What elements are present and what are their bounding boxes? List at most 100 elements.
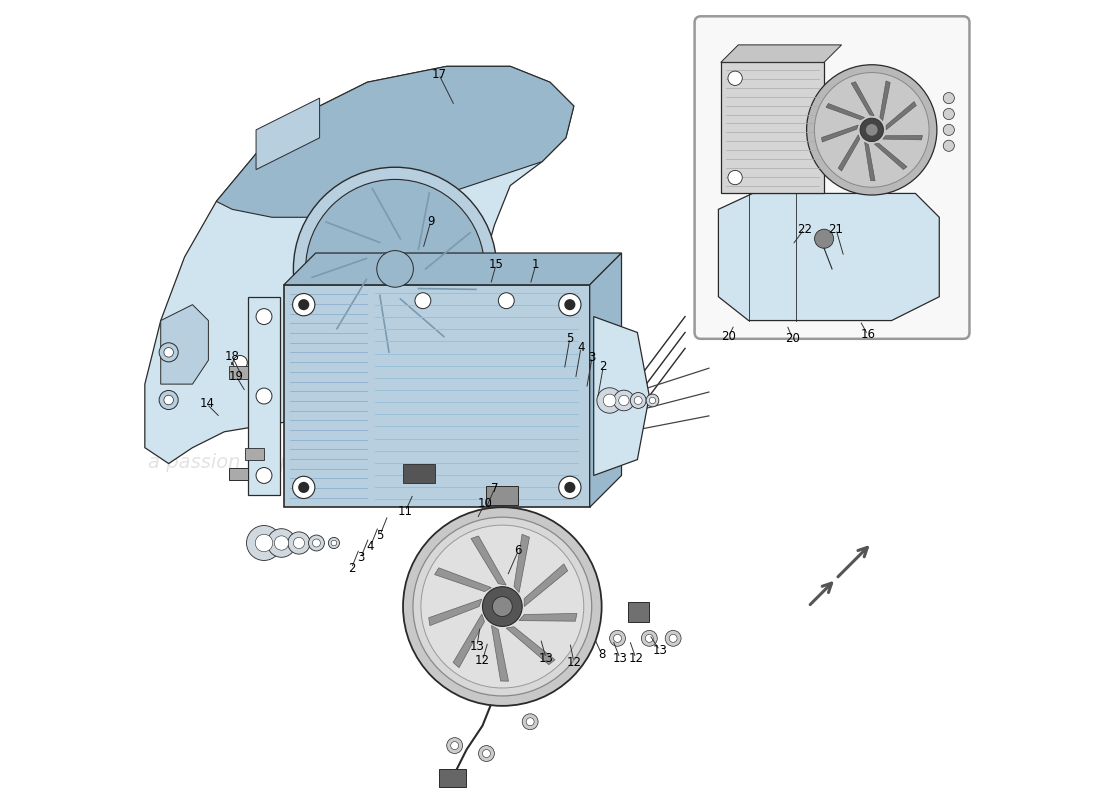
Circle shape bbox=[233, 355, 248, 370]
Polygon shape bbox=[492, 626, 508, 682]
Polygon shape bbox=[256, 98, 320, 170]
Circle shape bbox=[666, 630, 681, 646]
Circle shape bbox=[649, 398, 656, 404]
Circle shape bbox=[412, 517, 592, 696]
Text: 15: 15 bbox=[488, 258, 504, 271]
Text: 13: 13 bbox=[613, 652, 627, 665]
Text: 20: 20 bbox=[722, 330, 736, 343]
FancyBboxPatch shape bbox=[245, 448, 264, 460]
Circle shape bbox=[944, 109, 955, 119]
Text: 4: 4 bbox=[366, 540, 374, 553]
FancyBboxPatch shape bbox=[486, 486, 518, 505]
Circle shape bbox=[498, 293, 515, 309]
Polygon shape bbox=[826, 103, 865, 120]
Polygon shape bbox=[865, 142, 876, 181]
Circle shape bbox=[618, 395, 629, 406]
Circle shape bbox=[274, 536, 288, 550]
Text: 4: 4 bbox=[578, 341, 585, 354]
Text: 16: 16 bbox=[860, 328, 876, 342]
Circle shape bbox=[669, 634, 678, 642]
Polygon shape bbox=[429, 599, 482, 626]
Circle shape bbox=[806, 65, 937, 195]
Text: 17: 17 bbox=[431, 68, 447, 81]
Text: 5: 5 bbox=[566, 331, 573, 345]
Circle shape bbox=[329, 538, 340, 549]
Circle shape bbox=[597, 388, 623, 413]
Circle shape bbox=[564, 299, 575, 310]
Circle shape bbox=[256, 467, 272, 483]
Circle shape bbox=[635, 397, 642, 405]
Circle shape bbox=[256, 309, 272, 325]
Circle shape bbox=[866, 124, 878, 136]
Text: 2: 2 bbox=[348, 562, 355, 575]
Polygon shape bbox=[525, 564, 568, 606]
Text: 1985: 1985 bbox=[415, 453, 469, 471]
Circle shape bbox=[298, 482, 309, 493]
Text: 22: 22 bbox=[796, 222, 812, 236]
Text: 9: 9 bbox=[427, 214, 434, 228]
Text: 12: 12 bbox=[566, 656, 581, 669]
Circle shape bbox=[308, 535, 324, 551]
Polygon shape bbox=[882, 135, 923, 140]
Text: a passion for parts since: a passion for parts since bbox=[148, 453, 387, 471]
Text: 19: 19 bbox=[229, 370, 244, 382]
Polygon shape bbox=[718, 194, 939, 321]
Circle shape bbox=[160, 390, 178, 410]
Text: 18: 18 bbox=[224, 350, 240, 363]
Circle shape bbox=[164, 347, 174, 357]
Circle shape bbox=[298, 299, 309, 310]
Text: 20: 20 bbox=[785, 331, 800, 345]
Polygon shape bbox=[514, 534, 529, 593]
Circle shape bbox=[728, 170, 743, 185]
Circle shape bbox=[331, 540, 337, 546]
Polygon shape bbox=[880, 81, 890, 121]
Circle shape bbox=[306, 179, 485, 358]
FancyBboxPatch shape bbox=[628, 602, 649, 622]
Polygon shape bbox=[590, 253, 621, 507]
Circle shape bbox=[814, 73, 930, 187]
Circle shape bbox=[246, 526, 282, 561]
Text: 12: 12 bbox=[475, 654, 490, 667]
Circle shape bbox=[609, 630, 626, 646]
FancyBboxPatch shape bbox=[229, 366, 249, 379]
Text: 21: 21 bbox=[828, 222, 844, 236]
Circle shape bbox=[526, 718, 535, 726]
FancyBboxPatch shape bbox=[439, 770, 465, 787]
Text: 14: 14 bbox=[199, 398, 214, 410]
Text: 12: 12 bbox=[628, 652, 643, 665]
Circle shape bbox=[614, 390, 635, 411]
Text: 13: 13 bbox=[470, 640, 484, 653]
Circle shape bbox=[293, 476, 315, 498]
Text: 13: 13 bbox=[539, 652, 553, 665]
Circle shape bbox=[483, 586, 522, 626]
FancyBboxPatch shape bbox=[720, 62, 824, 194]
Text: 10: 10 bbox=[477, 497, 493, 510]
Circle shape bbox=[421, 525, 584, 688]
Circle shape bbox=[603, 394, 616, 407]
Text: 6: 6 bbox=[515, 545, 522, 558]
Text: 13: 13 bbox=[652, 644, 667, 657]
Polygon shape bbox=[506, 626, 556, 665]
Polygon shape bbox=[720, 45, 842, 62]
Circle shape bbox=[814, 229, 834, 248]
Polygon shape bbox=[284, 253, 622, 285]
Circle shape bbox=[641, 630, 658, 646]
Polygon shape bbox=[822, 125, 858, 142]
Circle shape bbox=[294, 167, 497, 370]
Circle shape bbox=[415, 293, 431, 309]
Circle shape bbox=[377, 250, 414, 287]
Circle shape bbox=[293, 294, 315, 316]
Polygon shape bbox=[249, 297, 279, 495]
Polygon shape bbox=[145, 66, 574, 463]
FancyBboxPatch shape bbox=[229, 467, 249, 480]
FancyBboxPatch shape bbox=[284, 285, 590, 507]
Text: 3: 3 bbox=[358, 550, 364, 564]
Circle shape bbox=[451, 742, 459, 750]
Circle shape bbox=[614, 634, 622, 642]
Circle shape bbox=[944, 124, 955, 135]
Circle shape bbox=[288, 532, 310, 554]
Circle shape bbox=[630, 393, 646, 409]
Circle shape bbox=[478, 746, 494, 762]
Circle shape bbox=[944, 93, 955, 104]
Polygon shape bbox=[434, 568, 492, 592]
